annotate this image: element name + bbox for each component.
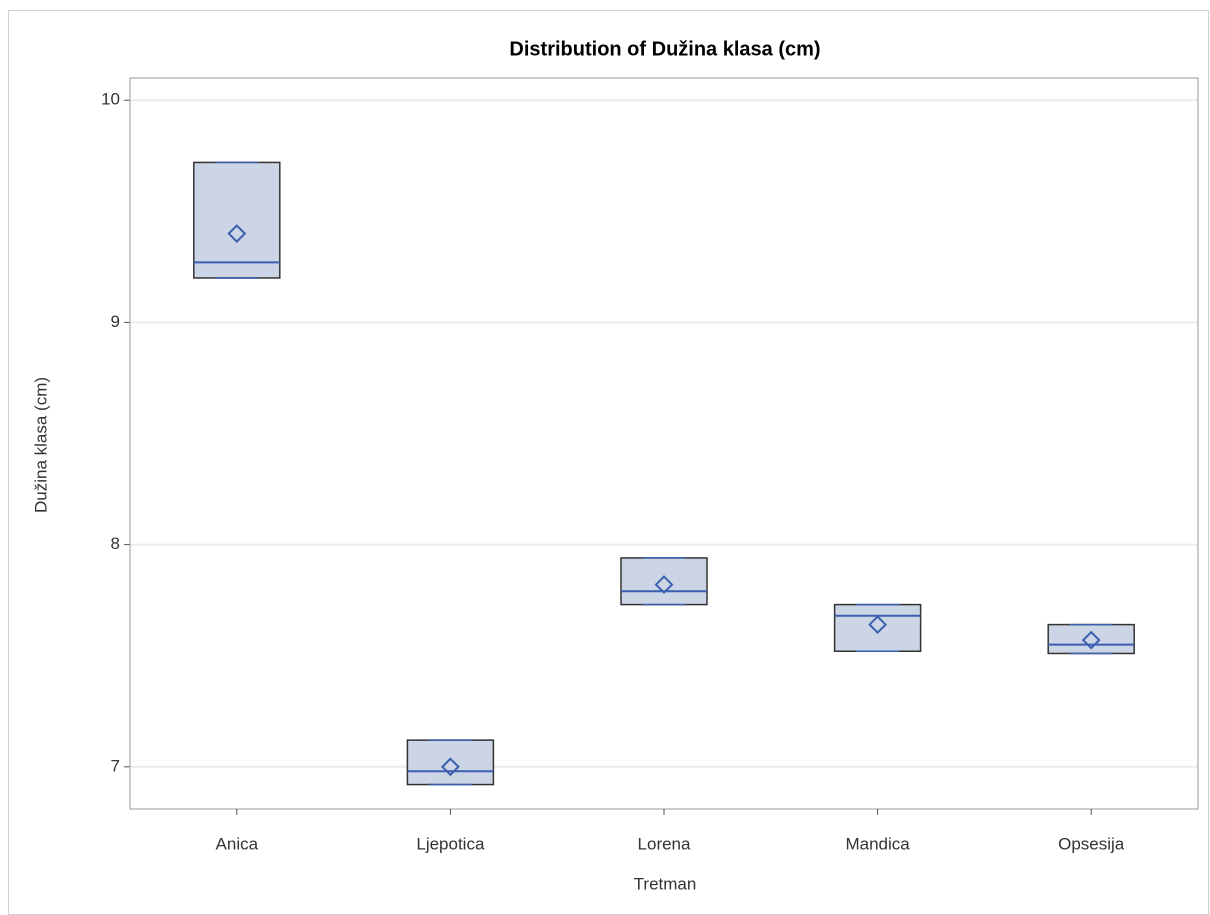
- box: [193, 161, 281, 279]
- x-tick-label: Opsesija: [1058, 834, 1125, 853]
- chart-title: Distribution of Dužina klasa (cm): [509, 38, 820, 60]
- y-tick-label: 9: [111, 312, 120, 331]
- mean-marker: [868, 615, 888, 634]
- y-tick-label: 7: [111, 756, 120, 775]
- mean-marker: [227, 224, 247, 243]
- box: [833, 603, 922, 652]
- mean-marker: [1081, 630, 1101, 650]
- mean-marker: [654, 575, 674, 595]
- x-tick-label: Anica: [216, 834, 259, 853]
- x-tick-label: Mandica: [845, 834, 910, 853]
- mean-marker: [440, 757, 460, 777]
- y-tick-label: 10: [101, 90, 120, 109]
- x-axis-label: Tretman: [634, 874, 697, 893]
- x-tick-label: Ljepotica: [416, 834, 485, 853]
- chart-frame: [8, 10, 1209, 915]
- box: [620, 557, 708, 606]
- y-axis-label: Dužina klasa (cm): [31, 377, 50, 513]
- y-tick-label: 8: [111, 534, 120, 553]
- box: [406, 739, 495, 786]
- x-tick-label: Lorena: [638, 834, 691, 853]
